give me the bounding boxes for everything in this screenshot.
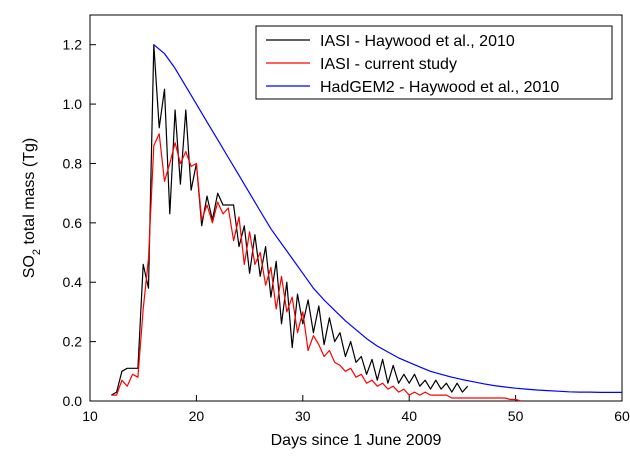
x-tick-label: 30 [295, 408, 311, 424]
series-hadgem2 [153, 44, 622, 393]
y-axis-ticks: 0.0 0.2 0.4 0.6 0.8 1.0 1.2 [63, 37, 96, 409]
x-axis-ticks: 10 20 30 40 50 60 [82, 395, 630, 424]
y-tick-label: 1.2 [63, 37, 83, 53]
y-tick-label: 0.4 [63, 274, 83, 290]
legend-box [255, 25, 613, 100]
x-tick-label: 20 [189, 408, 205, 424]
plot-frame [89, 14, 623, 402]
x-tick-label: 10 [82, 408, 98, 424]
x-tick-label: 60 [614, 408, 630, 424]
y-tick-label: 0.2 [63, 334, 83, 350]
legend-label-iasi-current: IASI - current study [320, 56, 457, 73]
x-tick-label: 40 [401, 408, 417, 424]
x-tick-label: 50 [508, 408, 524, 424]
y-tick-label: 0.0 [63, 393, 83, 409]
x-axis-title: Days since 1 June 2009 [271, 432, 442, 449]
y-axis-title: SO2 total mass (Tg) [21, 138, 43, 278]
legend-label-hadgem2: HadGEM2 - Haywood et al., 2010 [320, 79, 559, 96]
y-tick-label: 0.8 [63, 155, 83, 171]
y-tick-label: 1.0 [63, 96, 83, 112]
legend: IASI - Haywood et al., 2010 IASI - curre… [255, 25, 613, 100]
y-tick-label: 0.6 [63, 215, 83, 231]
series-layer [111, 44, 622, 402]
series-iasi-current [111, 133, 522, 402]
legend-label-iasi-haywood: IASI - Haywood et al., 2010 [320, 33, 515, 50]
series-iasi-haywood [111, 44, 469, 396]
